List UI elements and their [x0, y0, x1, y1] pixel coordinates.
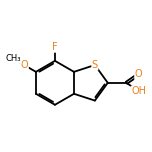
Text: S: S [92, 60, 98, 70]
Text: F: F [52, 42, 58, 52]
Text: O: O [21, 60, 28, 70]
Text: O: O [135, 69, 142, 79]
Text: CH₃: CH₃ [6, 54, 21, 63]
Text: OH: OH [131, 86, 146, 96]
